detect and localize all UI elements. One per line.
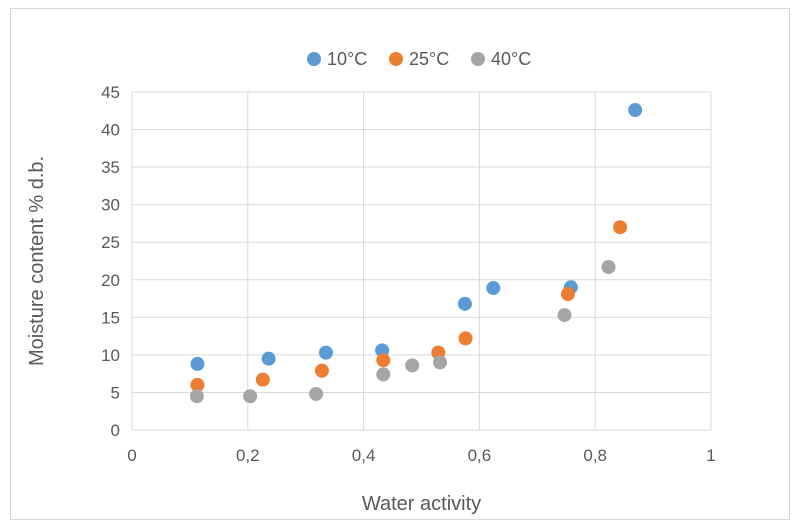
data-point — [189, 389, 204, 404]
y-tick-label: 5 — [111, 383, 120, 402]
y-tick-label: 0 — [111, 421, 120, 440]
legend-marker — [471, 52, 485, 66]
legend-label: 25°C — [409, 49, 449, 69]
series-0 — [190, 103, 643, 371]
series-1 — [190, 220, 628, 392]
data-point — [376, 367, 391, 382]
data-point — [613, 220, 628, 235]
data-point — [243, 389, 258, 404]
y-tick-label: 30 — [101, 196, 120, 215]
data-point — [314, 363, 329, 378]
gridlines — [131, 91, 712, 431]
scatter-chart: 0 5 10 15 20 25 30 35 40 45 0 0,2 0,4 0,6 0,8 1 10°C 25… — [26, 49, 716, 515]
data-point — [261, 351, 276, 366]
x-tick-label: 0,4 — [352, 446, 376, 465]
legend-marker — [389, 52, 403, 66]
data-point — [190, 377, 205, 392]
y-tick-label: 15 — [101, 308, 120, 327]
y-tick-label: 35 — [101, 158, 120, 177]
data-points — [189, 103, 643, 404]
data-point — [405, 358, 420, 373]
chart-frame: 0 5 10 15 20 25 30 35 40 45 0 0,2 0,4 0,6 0,8 1 10°C 25… — [10, 8, 790, 520]
legend-label: 10°C — [327, 49, 367, 69]
x-tick-label: 0 — [127, 446, 136, 465]
x-tick-label: 0,2 — [236, 446, 260, 465]
legend-label: 40°C — [491, 49, 531, 69]
data-point — [309, 386, 324, 401]
data-point — [318, 345, 333, 360]
data-point — [557, 308, 572, 323]
y-axis-ticks: 0 5 10 15 20 25 30 35 40 45 — [101, 83, 120, 440]
data-point — [457, 296, 472, 311]
x-axis-title: Water activity — [362, 493, 481, 515]
data-point — [190, 356, 205, 371]
legend-marker — [307, 52, 321, 66]
y-tick-label: 45 — [101, 83, 120, 102]
data-point — [601, 260, 616, 275]
data-point — [486, 281, 501, 296]
y-tick-label: 10 — [101, 346, 120, 365]
legend: 10°C 25°C 40°C — [307, 49, 531, 69]
y-tick-label: 20 — [101, 271, 120, 290]
series-2 — [189, 260, 616, 404]
x-axis-ticks: 0 0,2 0,4 0,6 0,8 1 — [127, 446, 715, 465]
data-point — [376, 353, 391, 368]
y-tick-label: 25 — [101, 233, 120, 252]
x-tick-label: 0,8 — [583, 446, 607, 465]
data-point — [458, 331, 473, 346]
x-tick-label: 1 — [706, 446, 715, 465]
data-point — [255, 372, 270, 387]
data-point — [560, 287, 575, 302]
y-tick-label: 40 — [101, 121, 120, 140]
data-point — [628, 103, 643, 118]
data-point — [433, 355, 448, 370]
x-tick-label: 0,6 — [468, 446, 492, 465]
y-axis-title: Moisture content % d.b. — [26, 156, 48, 366]
